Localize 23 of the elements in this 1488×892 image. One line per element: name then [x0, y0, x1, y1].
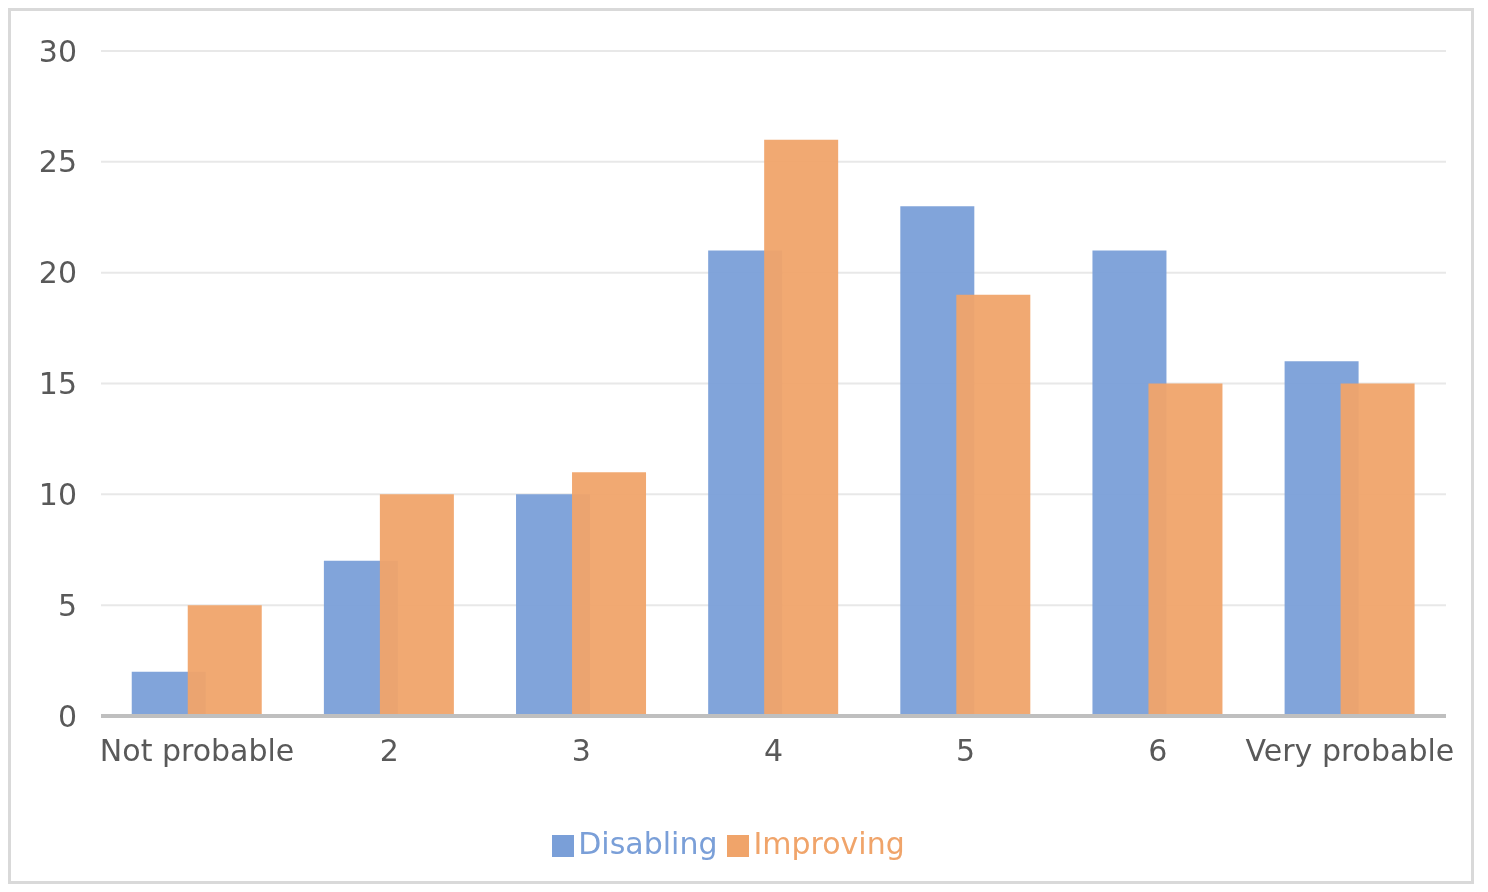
bar — [572, 472, 647, 716]
y-tick-label: 15 — [38, 366, 77, 402]
y-tick-label: 30 — [38, 33, 77, 69]
y-tick-label: 0 — [57, 698, 77, 734]
x-tick-label: 5 — [956, 733, 976, 769]
x-tick-label: 6 — [1148, 733, 1168, 769]
y-tick-label: 10 — [38, 476, 77, 512]
x-tick-label: Not probable — [99, 733, 295, 769]
y-tick-label: 25 — [38, 144, 77, 180]
legend-label: Improving — [753, 826, 905, 861]
bar — [1148, 383, 1223, 716]
y-tick-label: 5 — [57, 587, 77, 623]
bar — [956, 294, 1031, 716]
x-tick-label: 2 — [379, 733, 399, 769]
legend-label: Disabling — [578, 826, 718, 861]
bar — [379, 494, 454, 716]
bar — [1340, 383, 1415, 716]
x-tick-label: Very probable — [1245, 733, 1455, 769]
x-tick-label: 4 — [763, 733, 784, 769]
bar — [187, 605, 262, 716]
x-tick-label: 3 — [571, 733, 591, 769]
y-tick-label: 20 — [38, 255, 77, 291]
bar — [764, 139, 839, 716]
